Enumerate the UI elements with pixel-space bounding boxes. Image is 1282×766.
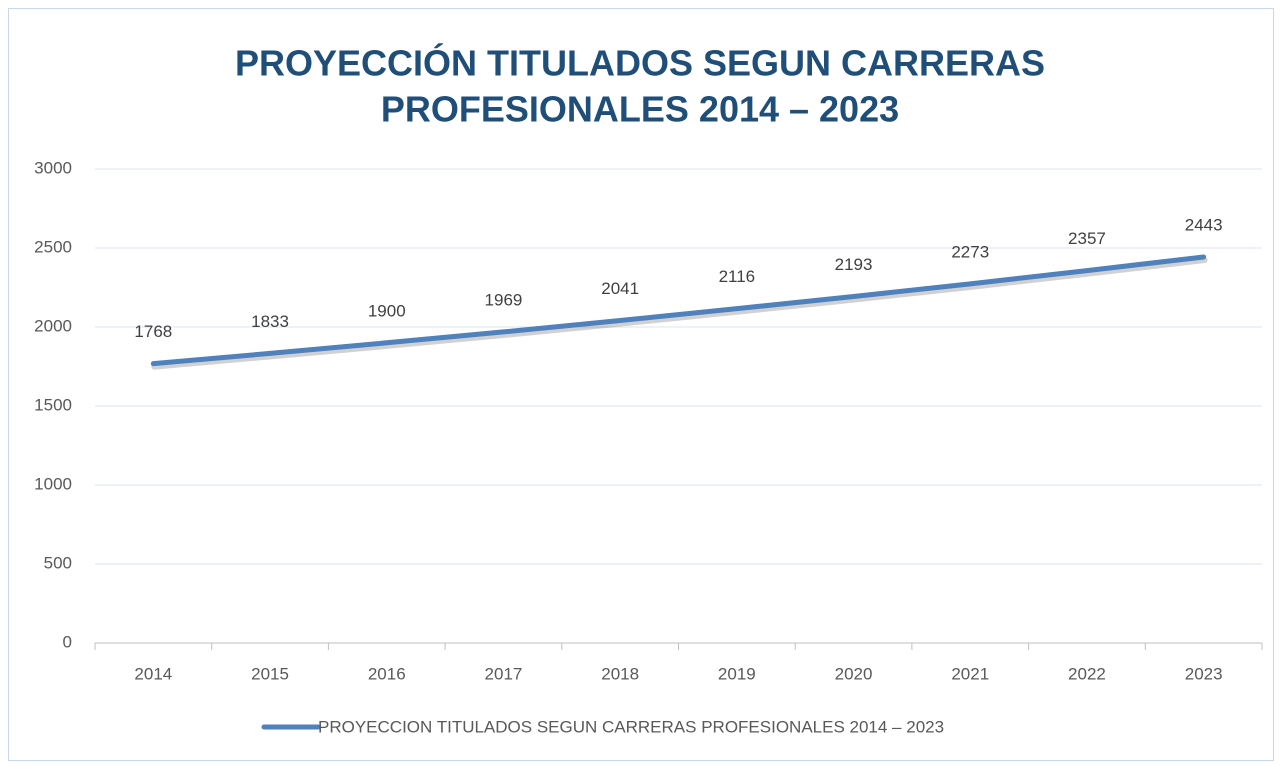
data-label: 1900 — [368, 301, 406, 320]
x-tick-label: 2023 — [1185, 664, 1223, 683]
x-tick-label: 2021 — [951, 664, 989, 683]
y-tick-label: 2000 — [34, 316, 72, 335]
data-label: 1833 — [251, 312, 289, 331]
y-tick-label: 3000 — [34, 158, 72, 177]
data-label: 2273 — [951, 242, 989, 261]
data-label: 1768 — [134, 322, 172, 341]
x-tick-label: 2015 — [251, 664, 289, 683]
data-label: 2193 — [835, 255, 873, 274]
x-tick-label: 2019 — [718, 664, 756, 683]
y-tick-label: 0 — [63, 632, 72, 651]
chart-title: PROFESIONALES 2014 – 2023 — [381, 89, 899, 130]
x-tick-label: 2020 — [835, 664, 873, 683]
legend-label: PROYECCION TITULADOS SEGUN CARRERAS PROF… — [318, 717, 944, 736]
line — [150, 254, 1207, 367]
y-tick-label: 500 — [44, 553, 72, 572]
line-shadow — [151, 257, 1208, 370]
x-tick-label: 2014 — [134, 664, 172, 683]
y-tick-label: 2500 — [34, 237, 72, 256]
data-label: 2041 — [601, 279, 639, 298]
x-tick-label: 2016 — [368, 664, 406, 683]
x-tick-label: 2022 — [1068, 664, 1106, 683]
y-tick-label: 1500 — [34, 395, 72, 414]
data-label: 2443 — [1185, 215, 1223, 234]
chart-frame — [8, 8, 1274, 761]
x-tick-label: 2017 — [485, 664, 523, 683]
data-label: 1969 — [485, 290, 523, 309]
data-label: 2357 — [1068, 229, 1106, 248]
data-label: 2116 — [719, 267, 756, 286]
x-tick-label: 2018 — [601, 664, 639, 683]
y-tick-label: 1000 — [34, 474, 72, 493]
chart-title: PROYECCIÓN TITULADOS SEGUN CARRERAS — [235, 42, 1045, 84]
